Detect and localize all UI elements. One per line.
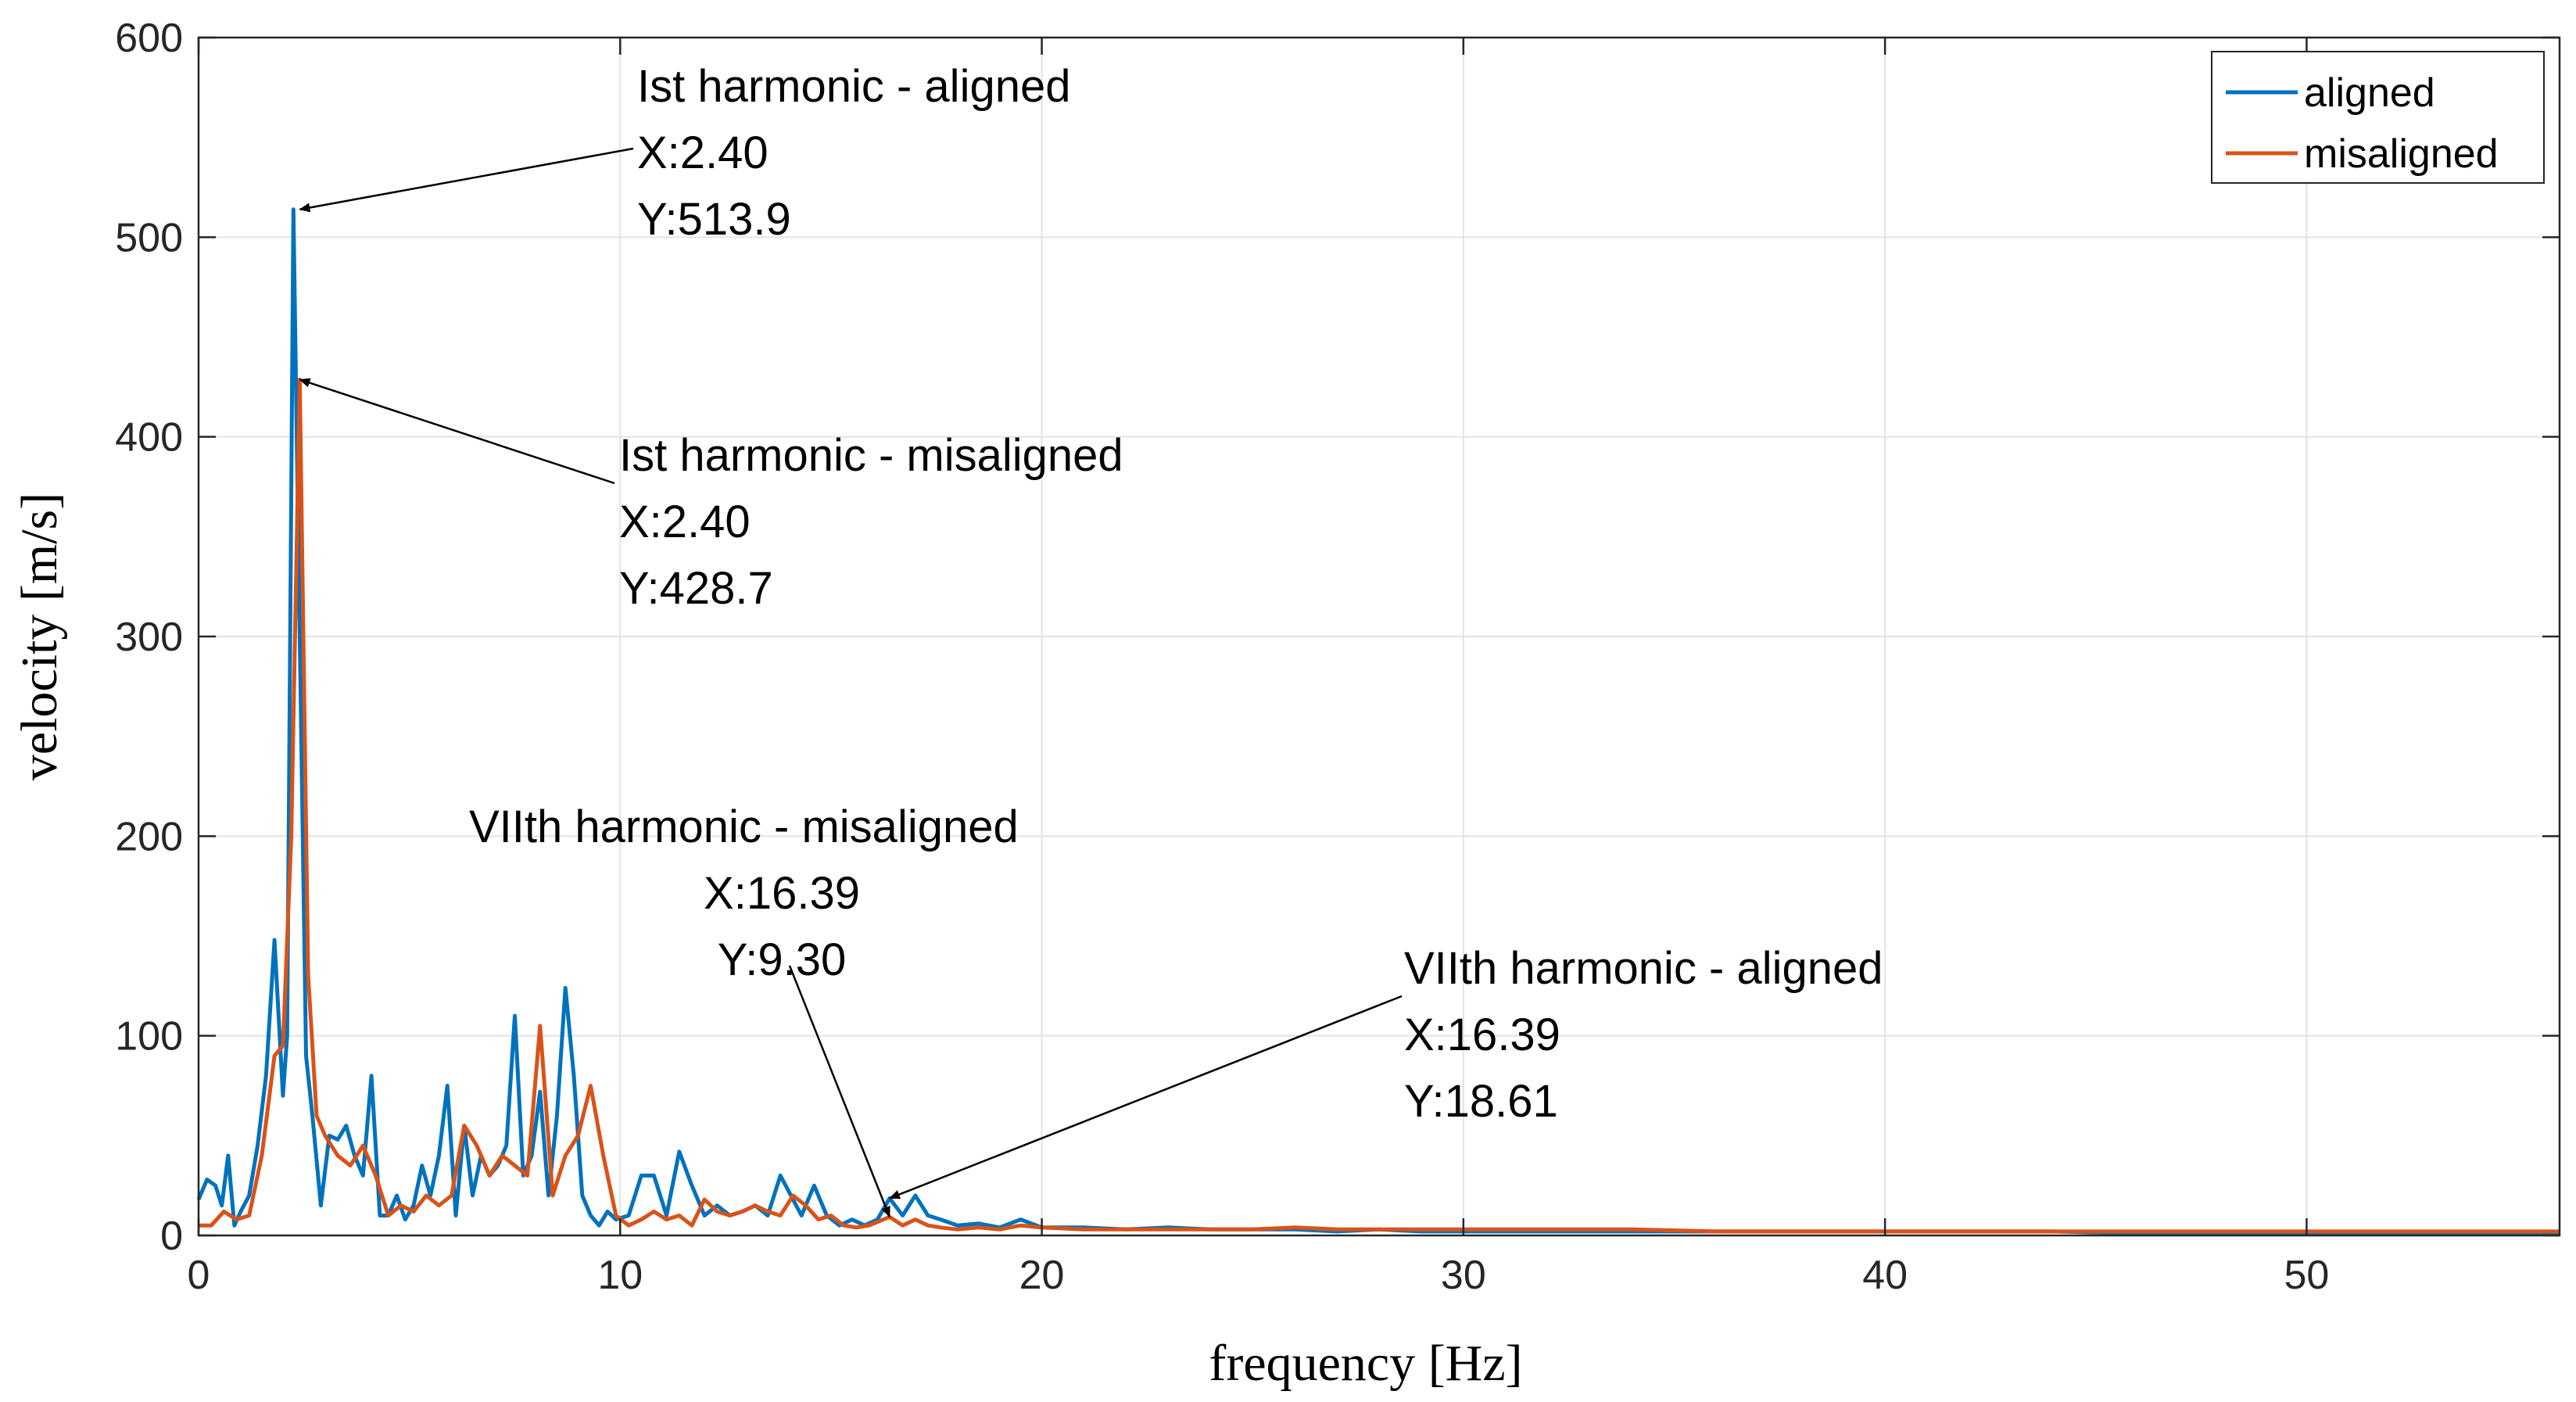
y-tick-label-4: 400 [115,415,183,461]
annotations: Ist harmonic - aligned X:2.40 Y:513.9 Ist h… [299,61,1883,1218]
legend-label-aligned: aligned [2304,70,2435,116]
annotation-text-a1-1: X:2.40 [637,127,769,178]
x-tick-label-5: 50 [2284,1253,2330,1298]
annotation-text-a4-1: X:16.39 [1404,1009,1560,1060]
y-tick-label-5: 500 [115,215,183,260]
annotation-arrow-a1 [299,147,634,213]
annotation-text-a4-0: VIIth harmonic - aligned [1404,943,1883,994]
annotation-text-a1-0: Ist harmonic - aligned [637,61,1070,112]
annotation-text-a2-1: X:2.40 [619,497,751,547]
legend-label-misaligned: misaligned [2304,131,2499,177]
annotation-arrow-a4 [888,995,1403,1199]
y-tick-label-1: 100 [115,1014,183,1060]
annotation-arrow-a2 [299,378,615,485]
annotation-text-a2-2: Y:428.7 [619,563,773,614]
x-tick-label-3: 30 [1441,1253,1486,1298]
grid-lines [199,38,2560,1235]
y-tick-label-2: 200 [115,814,183,859]
annotation-text-a1-2: Y:513.9 [637,194,791,245]
y-tick-label-6: 600 [115,16,183,61]
series-lines [196,207,2560,1235]
annotation-text-a4-2: Y:18.61 [1404,1076,1558,1127]
y-tick-label-3: 300 [115,615,183,660]
y-tick-label-0: 0 [160,1214,183,1259]
legend: aligned misaligned [2211,51,2545,184]
legend-box [2211,51,2545,184]
x-tick-label-1: 10 [597,1253,643,1298]
annotation-arrow-a3 [788,965,891,1218]
y-axis-label: velocity [m/s] [11,493,68,780]
x-tick-label-0: 0 [188,1253,210,1298]
x-axis-label: frequency [Hz] [1209,1335,1522,1392]
x-tick-label-4: 40 [1862,1253,1908,1298]
annotation-text-a3-2: Y:9.30 [718,934,846,985]
annotation-text-a3-0: VIIth harmonic - misaligned [469,801,1019,852]
series-line-misaligned [199,377,2560,1234]
annotation-text-a3-1: X:16.39 [704,868,860,919]
x-tick-label-2: 20 [1019,1253,1065,1298]
annotation-text-a2-0: Ist harmonic - misaligned [619,430,1123,481]
